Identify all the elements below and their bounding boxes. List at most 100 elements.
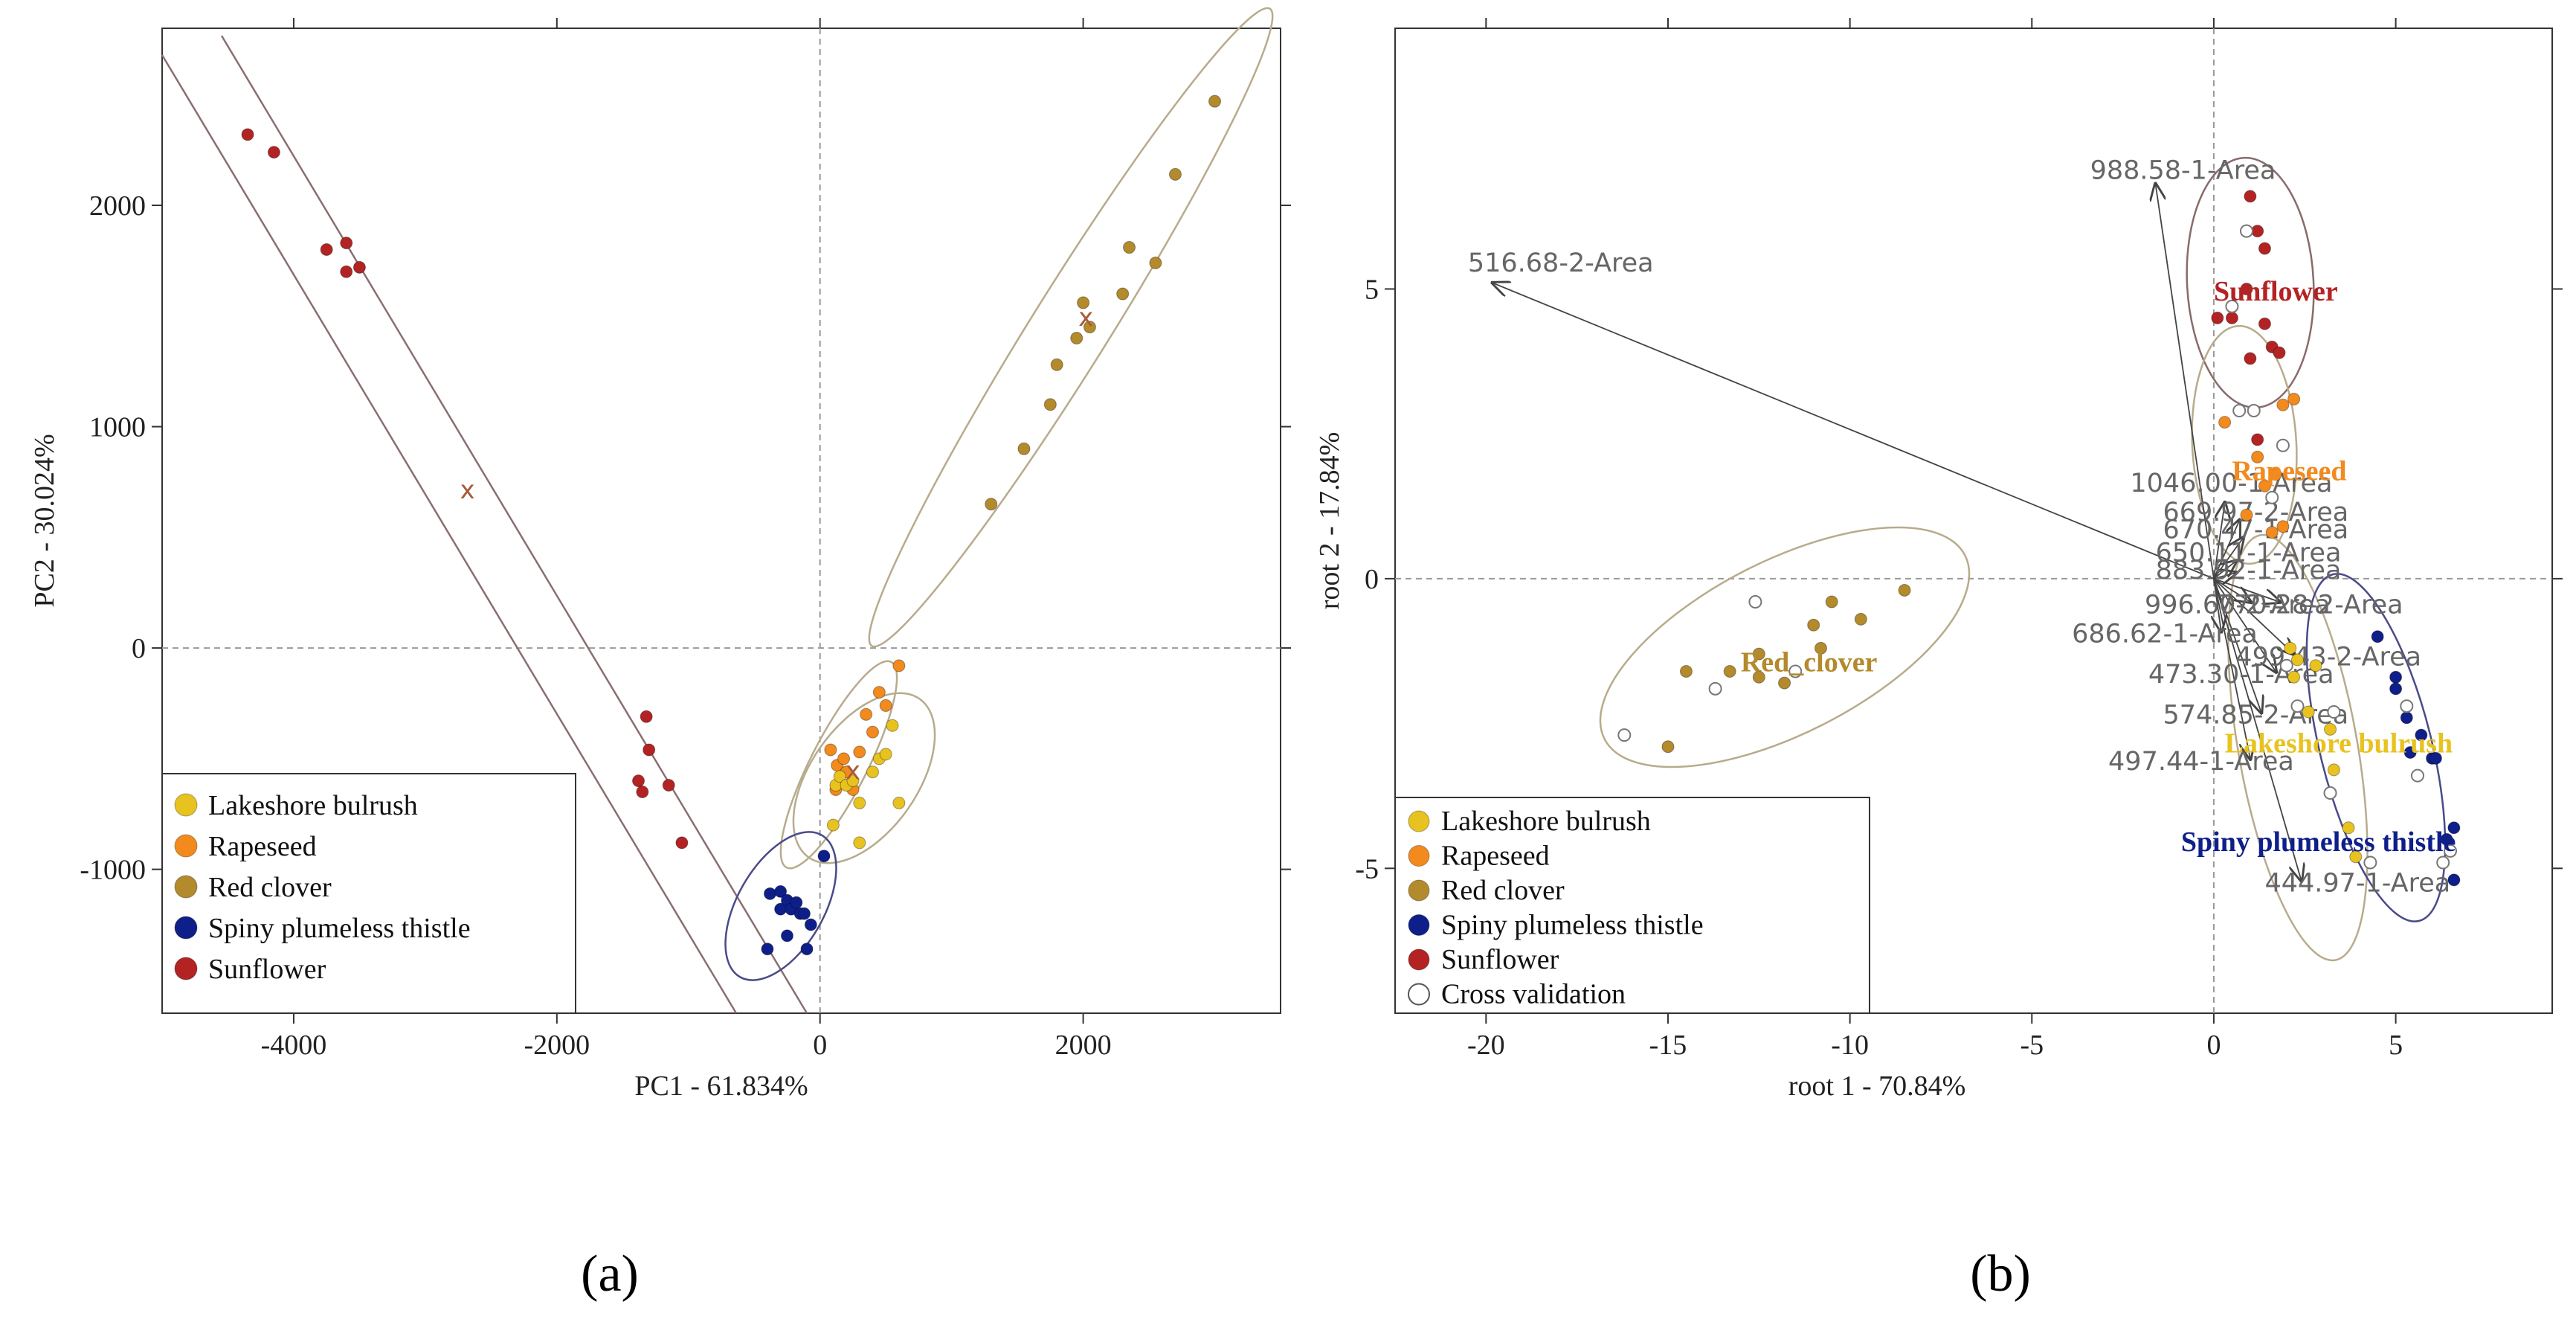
cross-validation-point (2265, 490, 2279, 504)
data-point (2244, 352, 2257, 365)
data-point (2240, 282, 2253, 295)
series-rapeseed (2218, 392, 2301, 539)
legend-label-red-clover: Red clover (208, 872, 332, 903)
loading-label: 988.58-1-Area (2090, 155, 2276, 185)
legend-swatch-sunflower (174, 957, 198, 980)
x-axis-label: PC1 - 61.834% (634, 1070, 808, 1102)
data-point (804, 918, 817, 931)
rapeseed-ellipse (779, 660, 898, 870)
data-point (2447, 873, 2461, 887)
cross-validation-point (2363, 855, 2377, 870)
data-point (675, 836, 689, 850)
x-tick-label: -20 (1467, 1030, 1505, 1061)
cross-validation-point (1617, 728, 1632, 742)
legend-label-sunflower: Sunflower (1441, 944, 1559, 975)
data-point (2240, 508, 2253, 521)
data-point (352, 260, 366, 274)
group-label-sunflower: Sunflower (2214, 276, 2338, 307)
legend-swatch-sunflower (1408, 948, 1430, 971)
legend-swatch-rapeseed (174, 834, 198, 858)
data-point (800, 943, 814, 956)
legend-swatch-rapeseed (1408, 845, 1430, 867)
data-point (2389, 682, 2403, 696)
data-point (886, 719, 899, 732)
cross-validation-point (2290, 699, 2305, 713)
loading-arrow (2213, 578, 2250, 758)
y-tick-label: 5 (1365, 274, 1379, 305)
loading-label: 574.85-2-Area (2163, 701, 2348, 731)
plot-frame (1394, 28, 2553, 1014)
red-clover-ellipse (868, 7, 1274, 648)
data-point (2415, 728, 2428, 742)
legend-swatch-red-clover (174, 875, 198, 899)
sunflower-band-edge-left (161, 54, 738, 1014)
loading-arrow (2213, 573, 2235, 579)
data-point (833, 770, 846, 783)
data-point (2429, 751, 2442, 765)
legend-swatch-lakeshore-bulrush (1408, 810, 1430, 832)
spiny-plumeless-thistle-ellipse (2305, 573, 2447, 922)
y-tick-label: -1000 (80, 855, 146, 886)
data-point (1807, 618, 1820, 632)
data-point (2251, 433, 2264, 446)
data-point (320, 243, 333, 257)
data-point (780, 929, 793, 943)
cross-validation-point (2400, 699, 2414, 713)
loading-label: 669.97-2-Area (2163, 498, 2348, 527)
cross-validation-point (2279, 658, 2293, 672)
x-tick-label: -4000 (261, 1030, 327, 1061)
cross-validation-point (1748, 595, 1762, 609)
data-point (1070, 332, 1083, 345)
cross-validation-point (2232, 404, 2247, 418)
data-point (340, 265, 353, 278)
loading-arrow (2213, 578, 2301, 880)
x-tick-label: 2000 (1055, 1030, 1112, 1061)
data-point (2284, 641, 2297, 655)
cross-validation-point (2276, 438, 2290, 452)
y-tick-label: -5 (1355, 853, 1379, 884)
data-point (1898, 583, 1911, 597)
data-point (1825, 595, 1838, 609)
legend-swatch-spiny-plumeless-thistle (1408, 914, 1430, 936)
x-tick-label: -15 (1649, 1030, 1687, 1061)
series-lakeshore-bulrush (826, 719, 906, 850)
sunflower-confidence-band (161, 35, 808, 1014)
cross-validation-point (2443, 844, 2457, 858)
legend: Lakeshore bulrush Rapeseed Red clover Spiny… (161, 773, 576, 1014)
data-point (860, 707, 873, 721)
y-tick-label: 2000 (89, 190, 146, 222)
data-point (774, 884, 788, 898)
data-point (2342, 821, 2355, 835)
data-point (1814, 641, 1827, 655)
centroid-marker: x (846, 757, 860, 786)
data-point (2276, 398, 2290, 411)
data-point (1752, 670, 1765, 684)
data-point (2244, 190, 2257, 203)
legend-label-sunflower: Sunflower (208, 954, 326, 985)
data-point (1854, 612, 1867, 626)
panel-a-pca-plot: -4000 -2000 0 2000 -1000 0 1000 2000 PC1 - 61.83… (29, 7, 1291, 1102)
data-point (2258, 479, 2271, 492)
plot-frame (161, 28, 1281, 1014)
legend-label-lakeshore-bulrush: Lakeshore bulrush (208, 790, 418, 821)
loading-vectors: 988.58-1-Area 516.68-2-Area 1046.00-1-Area… (1468, 155, 2450, 898)
y-axis-label: root 2 - 17.84% (1314, 432, 1345, 610)
data-point (340, 237, 353, 250)
data-point (267, 146, 280, 159)
data-point (2225, 311, 2238, 324)
legend-swatch-red-clover (1408, 879, 1430, 902)
data-point (2440, 832, 2453, 846)
loading-arrow (2213, 578, 2250, 602)
y-tick-label: 0 (1365, 564, 1379, 595)
series-spiny-plumeless-thistle (2371, 630, 2461, 887)
y-tick-label: 1000 (89, 412, 146, 443)
group-label-spiny-plumeless-thistle: Spiny plumeless thistle (2181, 826, 2456, 858)
loading-arrow (2156, 184, 2215, 580)
data-point (640, 710, 653, 723)
series-red-clover (1661, 583, 1911, 754)
y-axis-label: PC2 - 30.024% (29, 434, 60, 607)
cross-validation-point (1708, 681, 1722, 696)
data-point (2218, 416, 2232, 429)
panel-b-lda-plot: -20 -15 -10 -5 0 5 -5 0 5 root 1 - 70.84% root 2 -… (1314, 18, 2563, 1102)
data-point (2287, 670, 2301, 684)
